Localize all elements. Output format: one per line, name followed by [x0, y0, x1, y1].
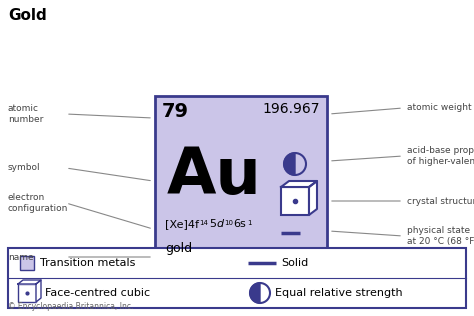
Polygon shape	[309, 181, 317, 215]
Text: 79: 79	[162, 102, 189, 121]
Polygon shape	[250, 283, 260, 303]
FancyBboxPatch shape	[281, 187, 309, 215]
Text: atomic
number: atomic number	[8, 104, 44, 124]
Text: physical state
at 20 °C (68 °F): physical state at 20 °C (68 °F)	[407, 226, 474, 246]
Text: Face-centred cubic: Face-centred cubic	[45, 288, 150, 298]
Text: 1: 1	[247, 220, 251, 226]
FancyBboxPatch shape	[8, 248, 466, 308]
Text: Gold: Gold	[8, 8, 47, 23]
Text: 10: 10	[224, 220, 233, 226]
FancyBboxPatch shape	[20, 256, 34, 270]
Polygon shape	[281, 181, 317, 187]
Text: © Encyclopaedia Britannica, Inc.: © Encyclopaedia Britannica, Inc.	[8, 302, 133, 311]
Text: atomic weight: atomic weight	[407, 104, 472, 112]
Text: Au: Au	[167, 145, 262, 207]
FancyBboxPatch shape	[155, 96, 327, 271]
Polygon shape	[36, 280, 41, 302]
Polygon shape	[18, 280, 41, 284]
Text: 14: 14	[200, 220, 209, 226]
Text: crystal structure: crystal structure	[407, 197, 474, 205]
Text: gold: gold	[165, 242, 192, 255]
Text: 5: 5	[209, 219, 216, 229]
Text: Solid: Solid	[281, 258, 308, 268]
Polygon shape	[284, 153, 295, 175]
Text: electron
configuration: electron configuration	[8, 193, 68, 213]
Text: acid-base properties
of higher-valence oxides: acid-base properties of higher-valence o…	[407, 146, 474, 166]
Text: Equal relative strength: Equal relative strength	[275, 288, 402, 298]
Text: symbol: symbol	[8, 163, 41, 173]
Text: [Xe]4f: [Xe]4f	[165, 219, 199, 229]
Text: 6s: 6s	[234, 219, 246, 229]
Text: name: name	[8, 252, 34, 262]
Text: Transition metals: Transition metals	[40, 258, 136, 268]
Text: d: d	[216, 219, 224, 229]
Text: 196.967: 196.967	[263, 102, 320, 116]
FancyBboxPatch shape	[18, 284, 36, 302]
